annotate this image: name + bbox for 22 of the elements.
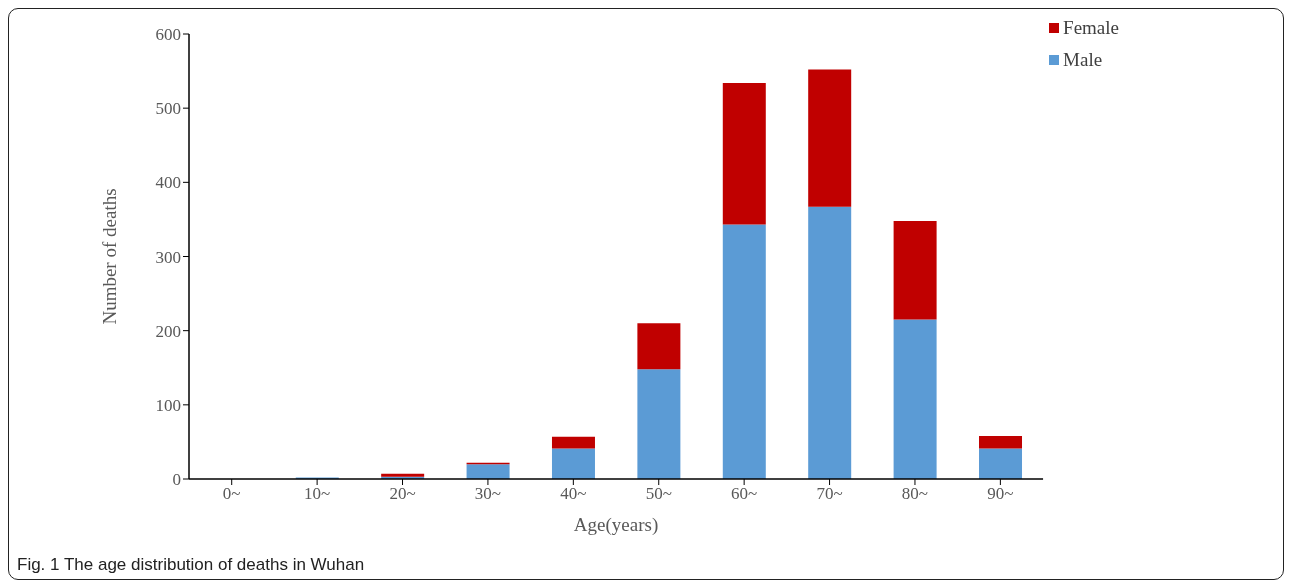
y-tick-label: 500 [155,99,181,119]
x-tick-label: 40~ [560,484,587,504]
caption: Fig. 1 The age distribution of deaths in Wuhan [17,555,365,575]
y-tick-label: 600 [155,25,181,45]
x-tick-label: 10~ [304,484,331,504]
x-tick-label: 70~ [816,484,843,504]
y-tick-label: 400 [155,173,181,193]
y-tick-label: 100 [155,395,181,415]
x-tick-label: 20~ [389,484,416,504]
y-tick-label: 0 [172,470,181,490]
x-tick-label: 0~ [222,484,241,504]
y-tick-label: 300 [155,247,181,267]
legend-label: Male [1063,49,1103,71]
x-tick-label: 50~ [645,484,672,504]
x-tick-label: 30~ [474,484,502,504]
x-tick-label: 80~ [901,484,929,504]
y-tick-label: 200 [155,321,181,341]
y-axis-title: Number of deaths [98,188,120,325]
x-tick-label: 60~ [731,484,758,504]
x-axis-title: Age(years) [573,514,659,536]
x-tick-label: 90~ [987,484,1014,504]
legend-label: Female [1063,17,1119,39]
